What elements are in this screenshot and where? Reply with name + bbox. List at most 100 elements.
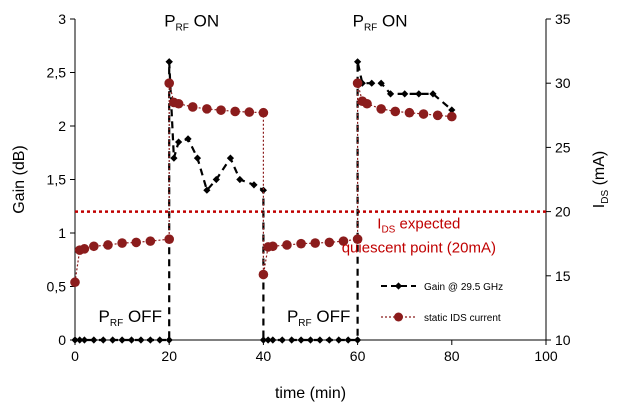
gain-data-point	[170, 154, 178, 162]
y-tick-label: 3	[58, 11, 66, 27]
ids-data-point	[432, 110, 443, 121]
annotation-sub: RF	[176, 22, 189, 33]
gain-data-point	[344, 336, 352, 344]
annotation-rest: OFF	[123, 307, 162, 326]
gain-data-point	[354, 336, 362, 344]
legend-marker	[394, 282, 403, 290]
gain-data-point	[76, 336, 84, 344]
ids-data-point	[352, 78, 363, 88]
annotation-rf-off-2: PRF OFF	[287, 307, 350, 329]
series-line-1	[75, 61, 453, 342]
gain-data-point	[236, 175, 244, 184]
gain-data-point	[226, 154, 235, 162]
gain-data-point	[288, 336, 296, 344]
ids-expected-main: I	[377, 215, 381, 232]
ids-data-point	[258, 269, 269, 280]
ids-data-point	[131, 237, 142, 248]
y2-tick-label: 30	[555, 75, 571, 91]
ids-data-point	[362, 98, 372, 109]
ids-data-point	[244, 107, 255, 117]
gain-data-point	[175, 138, 183, 146]
x-tick-label: 80	[444, 348, 460, 364]
ids-data-point	[338, 236, 349, 246]
ids-data-point	[296, 238, 306, 249]
gain-data-point	[193, 154, 202, 162]
x-tick-label: 0	[71, 348, 79, 364]
gain-data-point	[146, 336, 154, 344]
gain-data-point	[278, 336, 286, 344]
y2-tick-label: 10	[555, 332, 571, 348]
gain-data-point	[127, 336, 136, 344]
quiescent-point-label: quiescent point (20mA)	[342, 240, 496, 257]
gain-data-point	[71, 336, 79, 344]
legend-marker	[394, 312, 403, 322]
annotation-main: P	[99, 307, 110, 326]
ids-data-point	[404, 107, 415, 118]
ids-data-point	[352, 234, 363, 245]
ids-data-point	[202, 104, 212, 114]
annotation-sub: RF	[298, 318, 311, 329]
y-tick-label: 0,5	[47, 279, 67, 295]
y2-axis-title-sub: DS	[600, 190, 611, 204]
y2-ticks: 10 15 20 25 30 35	[546, 11, 571, 348]
annotation-rf-on-2: PRF ON	[353, 11, 408, 33]
ids-data-point	[145, 236, 156, 246]
gain-data-point	[354, 58, 362, 66]
y-tick-label: 0	[58, 332, 66, 348]
gain-data-point	[429, 90, 437, 98]
annotation-rf-off-1: PRF OFF	[99, 307, 162, 329]
gain-data-point	[325, 336, 333, 344]
gain-data-point	[377, 79, 385, 87]
y-tick-label: 2,5	[47, 65, 67, 81]
ids-data-point	[418, 109, 429, 119]
gain-data-point	[250, 181, 258, 189]
y2-tick-label: 15	[555, 268, 571, 284]
x-tick-label: 40	[256, 348, 272, 364]
annotation-rest: ON	[377, 11, 407, 30]
y-ticks: 0 0,5 1 1,5 2 2,5 3	[47, 11, 75, 348]
gain-data-point	[269, 336, 277, 344]
gain-data-point	[203, 186, 211, 194]
legend-label: static IDS current	[424, 313, 501, 324]
annotation-rest: ON	[189, 11, 219, 30]
x-ticks: 0 20 40 60 80 100	[71, 340, 558, 364]
x-axis-title: time (min)	[275, 385, 346, 402]
gain-data-point	[109, 336, 117, 344]
legend: Gain @ 29.5 GHz static IDS current	[381, 282, 503, 324]
ids-data-point	[268, 241, 278, 252]
gain-data-point	[165, 336, 173, 344]
ids-data-point	[70, 277, 80, 288]
ids-data-point	[376, 104, 386, 114]
gain-data-point	[368, 79, 376, 87]
gain-data-point	[80, 336, 89, 344]
gain-data-point	[259, 336, 267, 344]
y2-axis-title-unit: (mA)	[591, 151, 608, 190]
series-layer	[70, 58, 457, 344]
y2-axis-title-main: I	[591, 204, 608, 208]
annotation-sub: RF	[110, 318, 123, 329]
ids-data-point	[164, 78, 174, 88]
annotation-rest: OFF	[312, 307, 351, 326]
annotation-sub: RF	[364, 22, 377, 33]
y2-tick-label: 20	[555, 204, 571, 220]
x-tick-label: 100	[534, 348, 558, 364]
gain-data-point	[415, 90, 423, 98]
ids-data-point	[447, 111, 457, 122]
gain-data-point	[386, 90, 395, 98]
ids-data-point	[390, 106, 401, 117]
ids-expected-sub: DS	[381, 224, 395, 235]
gain-data-point	[165, 58, 173, 66]
ids-expected-label: IDS expected	[377, 215, 460, 235]
y-tick-label: 1	[58, 225, 66, 241]
gain-data-point	[137, 336, 145, 344]
ids-data-point	[117, 238, 127, 248]
annotation-rf-on-1: PRF ON	[164, 11, 219, 33]
gain-data-point	[401, 90, 409, 98]
gain-data-point	[264, 336, 272, 344]
ids-data-point	[79, 244, 90, 254]
gain-data-point	[90, 336, 98, 344]
ids-data-point	[187, 102, 198, 112]
y-tick-label: 1,5	[47, 172, 67, 188]
